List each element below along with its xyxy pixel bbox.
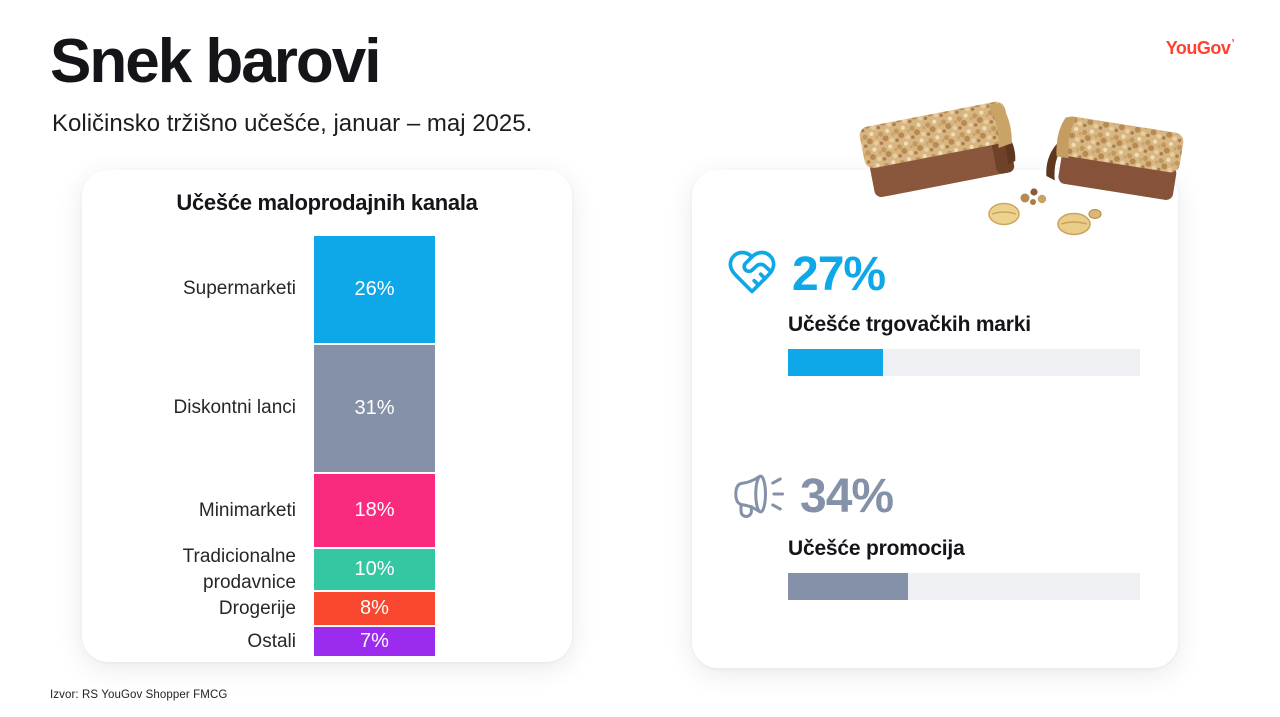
private-label-stat: 27% Učešće trgovačkih marki	[726, 246, 1140, 376]
private-label-progress-track	[788, 349, 1140, 376]
chart-row: Ostali 7%	[98, 627, 572, 656]
chart-title: Učešće maloprodajnih kanala	[176, 190, 478, 215]
chart-segment: 8%	[314, 592, 435, 626]
promotions-value: 34%	[800, 469, 894, 523]
progress-fill	[788, 573, 908, 600]
chart-row: Tradicionalne prodavnice 10%	[98, 546, 572, 593]
chart-row: Drogerije 8%	[98, 592, 572, 626]
progress-fill	[788, 349, 884, 376]
promotions-stat: 34% Učešće promocija	[726, 466, 1140, 600]
private-label-label: Učešće trgovačkih marki	[788, 313, 1031, 336]
page-title: Snek barovi	[50, 27, 381, 96]
chart-segment: 18%	[314, 473, 435, 548]
promotions-label: Učešće promocija	[788, 537, 965, 560]
chart-segment: 31%	[314, 344, 435, 472]
chart-segment: 10%	[314, 549, 435, 591]
yougov-logo-tick-icon: ʼ	[1231, 38, 1234, 50]
promotions-progress-track	[788, 573, 1140, 600]
chart-category-label: Tradicionalne prodavnice	[182, 546, 296, 593]
chart-category-label: Minimarketi	[198, 499, 296, 521]
yougov-logo: YouGovʼ	[1165, 38, 1235, 59]
yougov-logo-text: YouGov	[1165, 38, 1231, 58]
stacked-bar-chart: Supermarketi 26% Diskontni lanci 31% Minimar…	[98, 236, 572, 656]
retail-channels-card: Učešće maloprodajnih kanala Supermarketi…	[82, 170, 572, 662]
stats-card: 27% Učešće trgovačkih marki 34% Učešće p…	[692, 170, 1178, 668]
chart-category-label: Drogerije	[218, 598, 296, 620]
chart-segment: 26%	[314, 236, 435, 343]
private-label-value: 27%	[792, 247, 886, 301]
chart-category-label: Ostali	[247, 630, 296, 652]
page-subtitle: Količinsko tržišno učešće, januar – maj …	[52, 110, 533, 137]
megaphone-icon	[726, 466, 786, 527]
chart-row: Diskontni lanci 31%	[98, 344, 572, 472]
chart-row: Supermarketi 26%	[98, 236, 572, 343]
chart-category-label: Diskontni lanci	[173, 397, 297, 419]
chart-segment: 7%	[314, 627, 435, 656]
snack-bar-image	[852, 86, 1197, 246]
chart-row: Minimarketi 18%	[98, 473, 572, 548]
source-note: Izvor: RS YouGov Shopper FMCG	[50, 689, 228, 701]
heart-handshake-icon	[726, 246, 778, 303]
chart-category-label: Supermarketi	[183, 278, 296, 300]
